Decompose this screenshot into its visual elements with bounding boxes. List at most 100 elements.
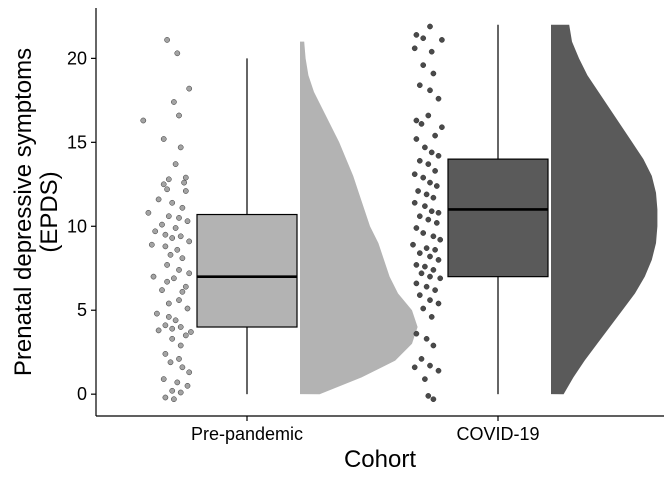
point-covid-19-48 [422, 263, 428, 270]
point-covid-19-61 [413, 330, 420, 337]
x-axis-title: Cohort [344, 446, 416, 473]
y-tick-label-20: 20 [67, 48, 87, 68]
plot-area [140, 23, 658, 403]
point-pre-pandemic-65 [169, 387, 176, 394]
point-pre-pandemic-19 [165, 213, 172, 220]
point-pre-pandemic-37 [150, 273, 157, 280]
x-ticks: Pre-pandemic COVID-19 [191, 416, 540, 444]
point-covid-19-55 [432, 287, 438, 293]
point-pre-pandemic-38 [171, 275, 177, 282]
point-pre-pandemic-14 [182, 188, 189, 194]
point-pre-pandemic-35 [176, 267, 182, 273]
point-pre-pandemic-36 [186, 270, 193, 277]
point-pre-pandemic-56 [177, 342, 184, 349]
point-pre-pandemic-12 [160, 181, 167, 188]
point-pre-pandemic-40 [182, 283, 189, 290]
point-covid-19-7 [430, 70, 437, 77]
point-covid-19-19 [435, 152, 442, 159]
point-pre-pandemic-9 [182, 174, 189, 181]
point-pre-pandemic-52 [155, 327, 162, 334]
point-pre-pandemic-53 [188, 329, 194, 335]
point-covid-19-16 [413, 136, 420, 142]
point-pre-pandemic-64 [184, 382, 191, 389]
point-covid-19-51 [427, 273, 433, 280]
point-pre-pandemic-54 [182, 332, 189, 339]
point-covid-19-36 [433, 220, 440, 226]
y-axis-title-line-1: Prenatal depressive symptoms [10, 48, 37, 376]
point-pre-pandemic-21 [184, 218, 191, 225]
point-covid-19-57 [427, 297, 433, 303]
point-pre-pandemic-16 [169, 199, 176, 206]
point-pre-pandemic-61 [186, 369, 193, 376]
point-pre-pandemic-60 [179, 364, 186, 371]
point-covid-19-38 [420, 230, 427, 236]
point-pre-pandemic-17 [179, 204, 186, 211]
point-covid-19-28 [423, 191, 430, 198]
point-covid-19-23 [411, 171, 418, 178]
point-covid-19-6 [420, 62, 427, 68]
point-covid-19-58 [435, 300, 442, 307]
point-pre-pandemic-10 [165, 176, 172, 183]
box-pre-pandemic [196, 213, 298, 328]
point-pre-pandemic-26 [177, 233, 184, 240]
point-covid-19-20 [416, 157, 423, 164]
point-covid-19-3 [439, 37, 445, 43]
point-covid-19-43 [432, 246, 438, 253]
point-covid-19-69 [425, 393, 432, 399]
point-pre-pandemic-42 [179, 288, 186, 295]
density-pre-pandemic [300, 41, 418, 395]
point-covid-19-46 [435, 257, 442, 263]
point-covid-19-12 [413, 117, 420, 124]
point-covid-19-10 [435, 95, 442, 102]
point-covid-19-1 [413, 32, 420, 38]
point-covid-19-22 [432, 168, 438, 174]
point-covid-19-40 [437, 236, 444, 243]
point-covid-19-13 [418, 121, 425, 127]
point-covid-19-25 [427, 179, 433, 186]
point-covid-19-31 [422, 203, 428, 209]
point-pre-pandemic-24 [152, 228, 159, 235]
point-pre-pandemic-58 [176, 356, 182, 362]
point-pre-pandemic-11 [181, 179, 187, 186]
point-covid-19-26 [433, 183, 440, 189]
point-pre-pandemic-49 [162, 322, 169, 329]
point-covid-19-70 [430, 396, 437, 403]
point-pre-pandemic-31 [174, 246, 181, 253]
y-tick-label-15: 15 [67, 132, 87, 152]
point-pre-pandemic-39 [164, 278, 170, 285]
y-ticks: 0 5 10 15 20 [67, 48, 96, 404]
point-pre-pandemic-5 [176, 112, 182, 119]
point-covid-19-37 [413, 225, 420, 231]
y-tick-label-10: 10 [67, 216, 87, 236]
point-pre-pandemic-47 [165, 314, 172, 320]
point-covid-19-5 [428, 48, 435, 55]
point-pre-pandemic-18 [145, 209, 152, 216]
point-covid-19-35 [425, 216, 432, 223]
point-pre-pandemic-13 [164, 186, 170, 193]
point-pre-pandemic-59 [167, 359, 174, 366]
point-covid-19-52 [437, 275, 444, 282]
point-covid-19-4 [411, 45, 418, 52]
point-covid-19-56 [416, 292, 423, 298]
point-covid-19-42 [423, 245, 430, 251]
point-covid-19-34 [416, 213, 423, 220]
point-covid-19-64 [418, 356, 425, 362]
point-pre-pandemic-1 [174, 50, 181, 57]
point-pre-pandemic-48 [172, 317, 179, 324]
point-covid-19-62 [423, 335, 430, 342]
point-pre-pandemic-23 [172, 225, 179, 231]
point-pre-pandemic-63 [174, 379, 181, 386]
point-pre-pandemic-20 [176, 215, 182, 221]
point-pre-pandemic-27 [169, 235, 176, 241]
point-covid-19-45 [427, 253, 433, 260]
point-covid-19-68 [422, 376, 428, 382]
point-covid-19-47 [413, 262, 420, 268]
point-pre-pandemic-55 [169, 335, 176, 342]
point-covid-19-33 [435, 209, 442, 216]
point-covid-19-14 [432, 132, 438, 139]
point-pre-pandemic-66 [177, 389, 184, 396]
point-covid-19-65 [427, 362, 433, 369]
point-covid-19-0 [427, 23, 433, 30]
point-pre-pandemic-25 [162, 231, 169, 238]
density-covid-19 [551, 24, 658, 395]
